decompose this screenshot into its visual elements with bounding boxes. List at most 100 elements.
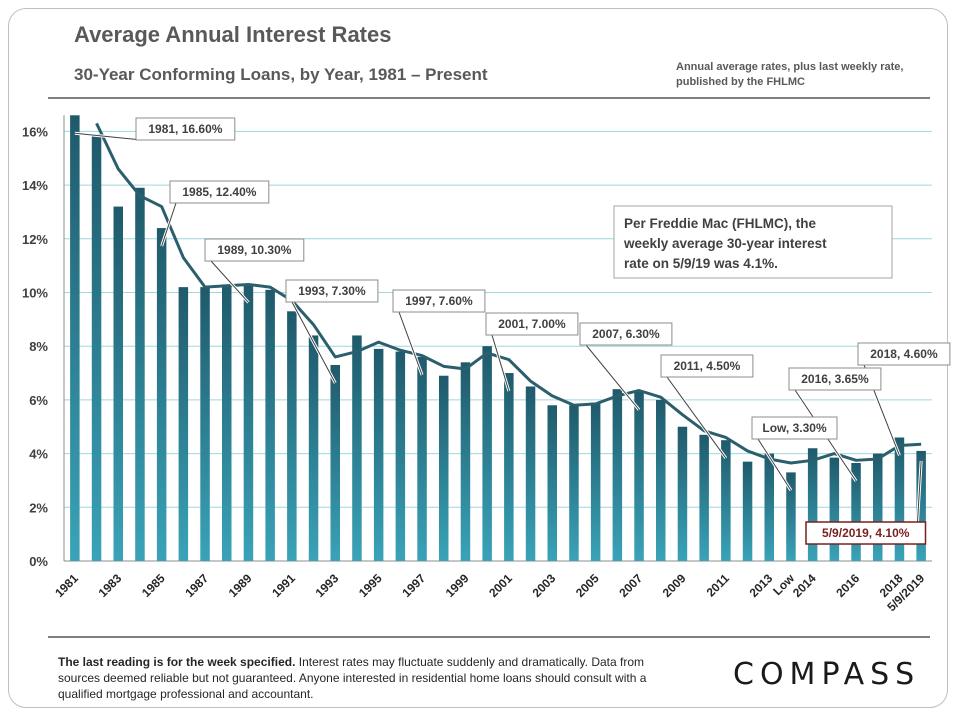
source-line-2: published by the FHLMC bbox=[676, 76, 805, 88]
bar bbox=[569, 405, 579, 561]
bar bbox=[222, 284, 232, 561]
bar bbox=[894, 437, 905, 561]
source-note: Annual average rates, plus last weekly r… bbox=[676, 60, 903, 90]
y-tick-label: 8% bbox=[29, 339, 48, 354]
data-label: 2001, 7.00% bbox=[498, 317, 566, 331]
callout-leader bbox=[666, 376, 727, 459]
compass-logo: COMPASS bbox=[733, 657, 921, 692]
y-tick-label: 10% bbox=[22, 286, 48, 301]
callout-box bbox=[392, 289, 486, 313]
bar bbox=[656, 399, 666, 561]
data-label: 1993, 7.30% bbox=[298, 284, 366, 298]
bar bbox=[916, 450, 926, 561]
x-tick-label: 2007 bbox=[616, 571, 645, 600]
data-label: 1989, 10.30% bbox=[217, 243, 291, 257]
x-tick-label: 2005 bbox=[573, 571, 602, 600]
x-tick-label: 1981 bbox=[52, 571, 81, 600]
bar bbox=[135, 187, 145, 561]
y-tick-label: 4% bbox=[29, 447, 48, 462]
interest-rate-chart: 1981, 16.60% 1985, 12.40% 1989, 10.30% 1993… bbox=[22, 115, 951, 614]
callout-leader bbox=[917, 460, 922, 523]
bar bbox=[590, 402, 601, 561]
x-tick-label: 2009 bbox=[660, 571, 689, 600]
x-tick-label: 1993 bbox=[313, 571, 342, 600]
bar bbox=[721, 440, 731, 561]
callout-leader bbox=[757, 438, 792, 491]
x-tick-label: 2001 bbox=[486, 571, 515, 600]
callout-leader bbox=[291, 301, 336, 384]
bar bbox=[395, 351, 406, 561]
bar bbox=[482, 346, 492, 561]
y-tick-label: 2% bbox=[29, 500, 48, 515]
callout-box bbox=[579, 322, 673, 346]
bar bbox=[764, 453, 774, 561]
bar bbox=[677, 426, 688, 561]
callout-leader bbox=[398, 311, 423, 376]
bar bbox=[91, 134, 102, 561]
bar bbox=[330, 364, 340, 561]
callout-leader bbox=[161, 202, 177, 247]
bar bbox=[873, 453, 883, 561]
bar bbox=[851, 462, 861, 561]
bar bbox=[178, 287, 189, 561]
bar bbox=[547, 405, 557, 561]
data-label: 2007, 6.30% bbox=[592, 327, 660, 341]
bar bbox=[460, 362, 471, 561]
bar bbox=[308, 335, 319, 561]
x-tick-label: 1983 bbox=[96, 571, 125, 600]
bar bbox=[243, 284, 254, 561]
callout-box bbox=[660, 354, 754, 378]
bar bbox=[612, 389, 623, 561]
bar bbox=[373, 348, 384, 561]
note-text-line: Per Freddie Mac (FHLMC), the bbox=[624, 216, 817, 231]
data-label: 2016, 3.65% bbox=[801, 372, 869, 386]
footer-disclaimer: The last reading is for the week specifi… bbox=[58, 654, 668, 702]
data-label: 5/9/2019, 4.10% bbox=[822, 526, 910, 540]
chart-title: Average Annual Interest Rates bbox=[74, 22, 392, 47]
x-tick-label: 1985 bbox=[139, 571, 168, 600]
bar bbox=[634, 391, 644, 561]
bar bbox=[352, 335, 362, 561]
callout-box bbox=[485, 312, 579, 336]
callout-box bbox=[751, 416, 838, 440]
data-label: 1985, 12.40% bbox=[182, 185, 256, 199]
bar bbox=[699, 434, 709, 561]
bar bbox=[525, 386, 536, 561]
chart-subtitle: 30-Year Conforming Loans, by Year, 1981 … bbox=[74, 65, 488, 84]
y-tick-label: 12% bbox=[22, 232, 48, 247]
x-tick-label: 1997 bbox=[399, 571, 428, 600]
callout-box bbox=[788, 367, 882, 391]
data-label: 2011, 4.50% bbox=[674, 359, 741, 373]
callout-box bbox=[805, 521, 927, 545]
x-tick-label: 2013 bbox=[747, 571, 776, 600]
callout-box bbox=[135, 117, 236, 141]
bar bbox=[417, 356, 427, 561]
bar bbox=[113, 206, 123, 561]
x-tick-label: 2016 bbox=[833, 571, 862, 600]
x-tick-label: 2014 bbox=[790, 571, 819, 600]
callout-box bbox=[285, 279, 379, 303]
bar bbox=[287, 311, 297, 561]
callout-box bbox=[857, 342, 951, 366]
y-tick-label: 14% bbox=[22, 178, 48, 193]
note-box bbox=[613, 205, 893, 279]
bar bbox=[70, 115, 80, 561]
bar bbox=[200, 287, 210, 561]
bar bbox=[439, 375, 449, 561]
bar bbox=[504, 373, 514, 561]
footer-text: Interest rates may fluctuate suddenly an… bbox=[58, 655, 647, 701]
x-tick-label: 2011 bbox=[704, 571, 733, 600]
footer-divider bbox=[48, 636, 930, 638]
x-tick-label: 1995 bbox=[356, 571, 385, 600]
x-tick-label: 1989 bbox=[226, 571, 255, 600]
x-tick-label: 1987 bbox=[182, 571, 211, 600]
source-line-1: Annual average rates, plus last weekly r… bbox=[676, 61, 904, 73]
callout-leader bbox=[210, 260, 249, 303]
callout-leader bbox=[74, 132, 143, 141]
bar bbox=[742, 461, 753, 561]
bar bbox=[807, 448, 818, 561]
bar bbox=[786, 472, 796, 561]
x-tick-label: 1991 bbox=[269, 571, 298, 600]
x-tick-label: 2003 bbox=[530, 571, 559, 600]
header-divider bbox=[48, 97, 930, 99]
